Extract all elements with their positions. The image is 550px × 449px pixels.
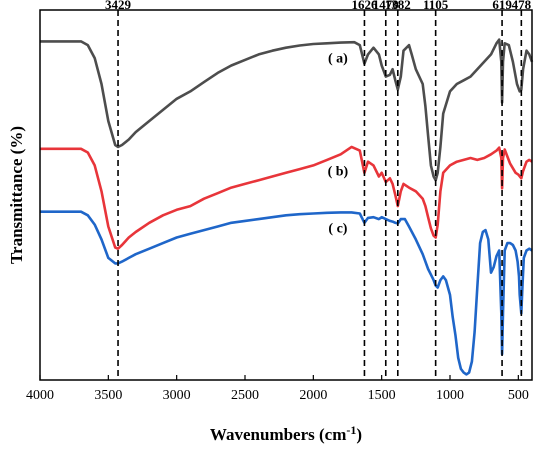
plot-area bbox=[40, 10, 534, 380]
peak-label-619: 619 bbox=[492, 0, 512, 12]
series-line-1 bbox=[40, 145, 533, 250]
peak-label-1105: 1105 bbox=[423, 0, 449, 12]
y-axis-label: Transmittance (%) bbox=[7, 126, 26, 264]
x-axis-label-main: Wavenumbers (cm bbox=[210, 425, 346, 444]
x-tick-label-2500: 2500 bbox=[231, 388, 259, 403]
peak-label-3429: 3429 bbox=[105, 0, 132, 12]
x-tick-label-500: 500 bbox=[508, 388, 529, 403]
series-line-0 bbox=[40, 38, 534, 182]
x-tick-label-1500: 1500 bbox=[368, 388, 396, 403]
series-label-0: ( a) bbox=[328, 52, 348, 67]
peak-label-1626: 1626 bbox=[351, 0, 378, 12]
series-label-2: ( c) bbox=[328, 221, 347, 236]
x-tick-label-4000: 4000 bbox=[26, 388, 54, 403]
x-axis-label-close: ) bbox=[356, 425, 362, 444]
peak-label-1382: 1382 bbox=[385, 0, 411, 12]
x-tick-label-1000: 1000 bbox=[436, 388, 464, 403]
series-line-2 bbox=[40, 210, 533, 376]
x-axis-label: Wavenumbers (cm-1) bbox=[210, 423, 362, 444]
peak-label-478: 478 bbox=[512, 0, 532, 12]
plot-frame bbox=[39, 9, 533, 381]
series-label-1: ( b) bbox=[328, 164, 349, 179]
peak-label-1470: 1470 bbox=[373, 0, 399, 12]
x-tick-label-3000: 3000 bbox=[163, 388, 191, 403]
x-tick-label-3500: 3500 bbox=[94, 388, 122, 403]
x-axis-label-superscript: -1 bbox=[346, 423, 356, 437]
x-tick-label-2000: 2000 bbox=[299, 388, 327, 403]
